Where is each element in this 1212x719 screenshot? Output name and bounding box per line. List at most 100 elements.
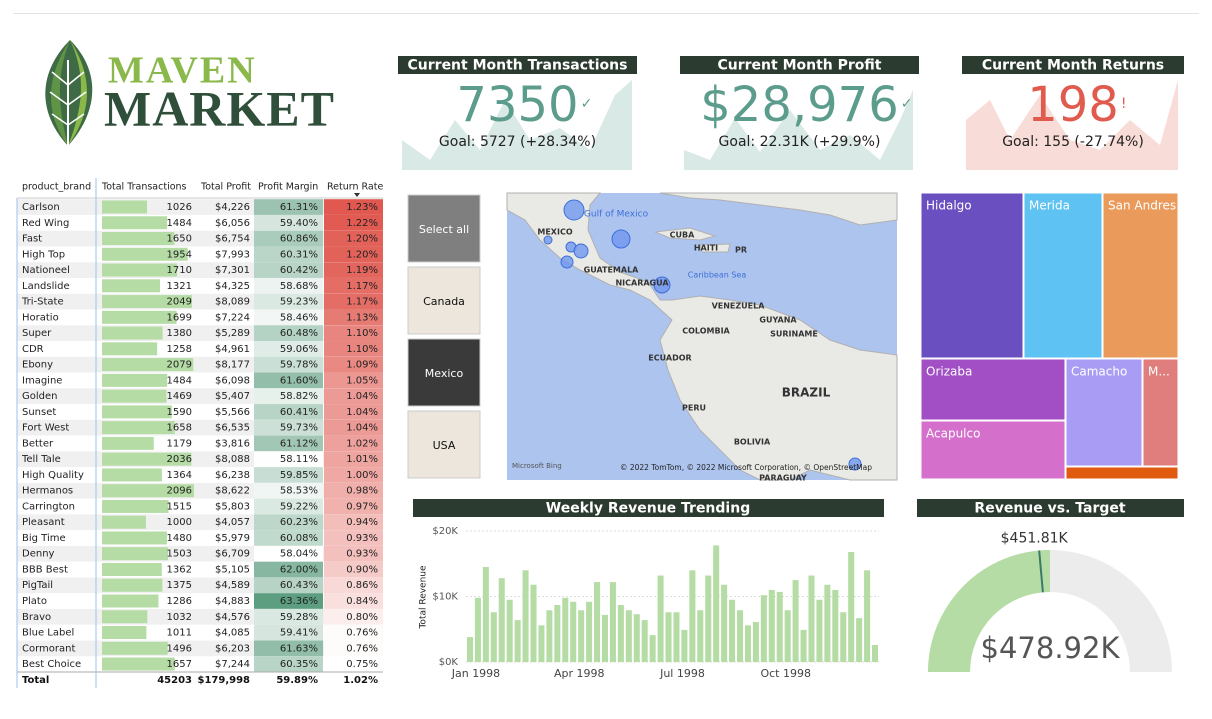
kpi-value: 198 — [1027, 77, 1119, 133]
slicer-button[interactable]: Canada — [407, 266, 481, 335]
transactions-bar — [102, 247, 188, 261]
bar — [617, 605, 624, 662]
x-tick-label: Jul 1998 — [659, 667, 705, 680]
margin: 60.23% — [280, 517, 318, 528]
margin-cell — [254, 498, 323, 515]
transactions: 1657 — [167, 659, 192, 670]
transactions: 1026 — [167, 202, 192, 213]
brand: Pleasant — [22, 517, 65, 528]
map-label: ECUADOR — [648, 354, 691, 363]
brand: Better — [22, 438, 54, 449]
bar — [641, 620, 648, 662]
return-rate: 1.04% — [346, 423, 378, 434]
transactions: 1503 — [167, 549, 192, 560]
chart-title: Weekly Revenue Trending — [546, 501, 750, 517]
kpi-status: ✓ — [901, 96, 913, 112]
gauge-value-label: $478.92K — [981, 631, 1121, 665]
margin-cell — [254, 593, 323, 609]
map-bubble — [563, 199, 585, 221]
brand: Imagine — [22, 375, 62, 386]
brand: Blue Label — [22, 628, 74, 639]
kpi-goal: Goal: 22.31K (+29.9%) — [719, 134, 881, 150]
return-cell — [324, 545, 383, 562]
bar — [760, 595, 767, 662]
return-rate: 1.00% — [346, 470, 378, 481]
transactions: 1590 — [167, 407, 192, 418]
profit: $4,057 — [215, 517, 250, 528]
map-label: PARAGUAY — [759, 474, 807, 483]
margin: 60.42% — [280, 265, 318, 276]
brand: CDR — [22, 344, 44, 355]
brand: Fort West — [22, 423, 69, 434]
map-label: PR — [735, 246, 747, 255]
transactions-bar — [102, 310, 177, 324]
brand: Bravo — [22, 612, 51, 623]
margin: 59.41% — [280, 628, 318, 639]
transactions-bar — [102, 216, 168, 230]
margin-cell — [254, 262, 323, 278]
margin-cell — [254, 624, 323, 641]
treemap-label: M... — [1148, 365, 1170, 379]
margin-cell — [254, 341, 323, 357]
bar — [681, 629, 688, 662]
margin-cell — [254, 530, 323, 546]
transactions-bar — [102, 342, 158, 356]
bar — [625, 610, 632, 662]
margin-cell — [254, 435, 323, 452]
bar — [689, 570, 696, 662]
margin: 59.23% — [280, 297, 318, 308]
map-brand: Microsoft Bing — [512, 462, 562, 470]
slicer-box[interactable] — [407, 338, 481, 407]
return-cell — [324, 199, 383, 215]
margin: 59.78% — [280, 360, 318, 371]
brand: PigTail — [22, 580, 53, 591]
return-rate: 1.23% — [346, 202, 378, 213]
slicer-button[interactable]: USA — [407, 410, 481, 479]
bar — [538, 625, 545, 662]
return-cell — [324, 624, 383, 641]
transactions-bar — [102, 405, 172, 419]
transactions: 1650 — [167, 234, 192, 245]
slicer-label[interactable]: Canada — [423, 295, 465, 308]
profit: $7,244 — [215, 659, 250, 670]
x-tick-label: Apr 1998 — [554, 667, 605, 680]
margin-cell — [254, 309, 323, 326]
margin: 58.82% — [280, 391, 318, 402]
brand: Big Time — [22, 533, 66, 544]
bar — [856, 618, 863, 662]
kpi-goal: Goal: 155 (-27.74%) — [1002, 134, 1144, 150]
slicer-label[interactable]: Select all — [419, 223, 469, 236]
slicer-label[interactable]: Mexico — [425, 367, 464, 380]
return-cell — [324, 278, 383, 294]
bar — [570, 601, 577, 662]
bar — [506, 599, 513, 662]
kpi-header — [680, 56, 919, 74]
chart-header — [917, 499, 1184, 517]
bar — [697, 610, 704, 662]
slicer-button[interactable]: Mexico — [407, 338, 481, 407]
chart-title: Revenue vs. Target — [974, 501, 1125, 517]
return-cell — [324, 388, 383, 405]
y-tick-label: $0K — [439, 657, 459, 668]
transactions: 1954 — [167, 249, 192, 260]
slicer-box[interactable] — [407, 410, 481, 479]
transactions-bar — [102, 452, 192, 466]
kpi-sparkline — [966, 80, 1178, 170]
bar — [721, 584, 728, 662]
total-cell: $179,998 — [197, 675, 250, 686]
slicer-button[interactable]: Select all — [407, 194, 481, 263]
return-cell — [324, 230, 383, 247]
margin-cell — [254, 561, 323, 578]
return-rate: 1.17% — [346, 281, 378, 292]
profit: $4,325 — [215, 281, 250, 292]
return-rate: 1.20% — [346, 234, 378, 245]
slicer-box[interactable] — [407, 266, 481, 335]
column-header: Total Transactions — [101, 182, 187, 193]
bar — [872, 644, 879, 662]
slicer-box[interactable] — [407, 194, 481, 263]
logo-line1: MAVEN — [108, 50, 257, 92]
transactions: 1484 — [167, 375, 192, 386]
slicer-label[interactable]: USA — [433, 439, 456, 452]
total-cell: Total — [22, 675, 49, 686]
brand: Golden — [22, 391, 57, 402]
